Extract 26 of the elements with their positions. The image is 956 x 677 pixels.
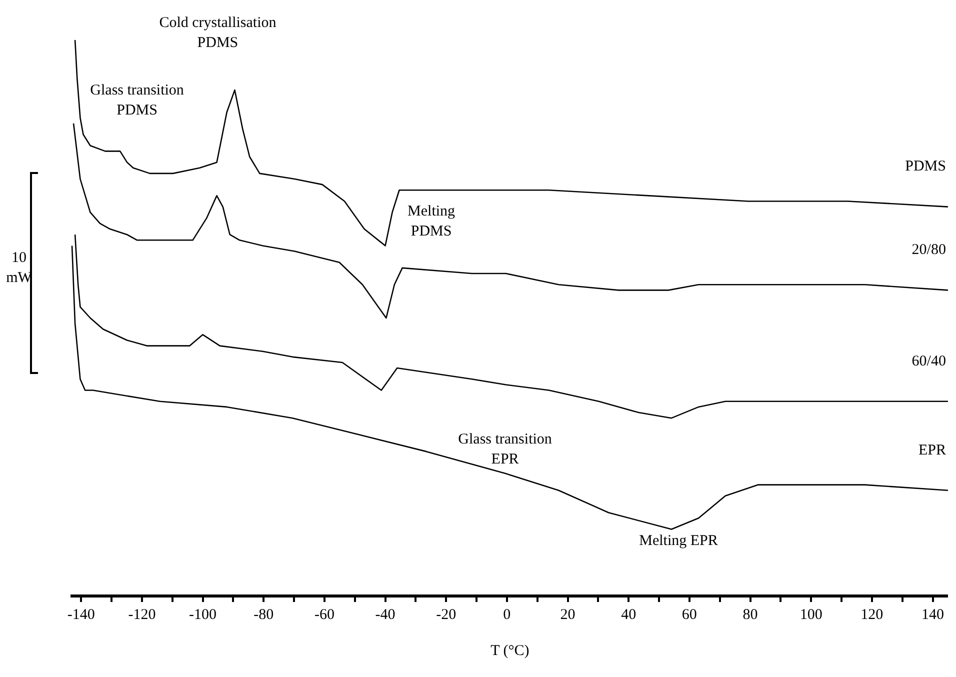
x-tick-label: 60 xyxy=(682,606,697,623)
annotation: Cold crystallisation PDMS xyxy=(159,14,277,51)
text: 60/40 xyxy=(912,353,946,370)
annotation: Melting PDMS xyxy=(408,204,456,240)
x-tick-label: 20 xyxy=(560,606,576,623)
text: 10 mW xyxy=(5,249,33,288)
x-tick-label: 100 xyxy=(800,606,822,623)
x-tick-label: 80 xyxy=(742,606,758,623)
x-tick-label: -140 xyxy=(67,606,95,623)
x-tick-label: 140 xyxy=(922,606,944,623)
series-label: PDMS xyxy=(905,158,946,175)
text: EPR xyxy=(918,442,946,458)
annotation: Melting EPR xyxy=(639,533,718,550)
annotation: Glass transition PDMS xyxy=(90,82,184,118)
x-tick-label: 0 xyxy=(503,606,511,623)
x-tick-label: -80 xyxy=(254,606,274,623)
x-tick-label: -100 xyxy=(189,606,217,623)
x-tick-label: 40 xyxy=(621,606,636,623)
x-tick-label: -60 xyxy=(314,606,334,623)
x-tick-label: -40 xyxy=(375,606,396,623)
x-tick-label: -20 xyxy=(436,606,456,623)
x-axis-title: T (°C) xyxy=(490,642,530,659)
annotation: Glass transition EPR xyxy=(458,431,552,468)
x-tick-label: -120 xyxy=(128,606,156,623)
series-label: 20/80 xyxy=(912,242,946,258)
x-tick-label: 120 xyxy=(860,606,884,623)
